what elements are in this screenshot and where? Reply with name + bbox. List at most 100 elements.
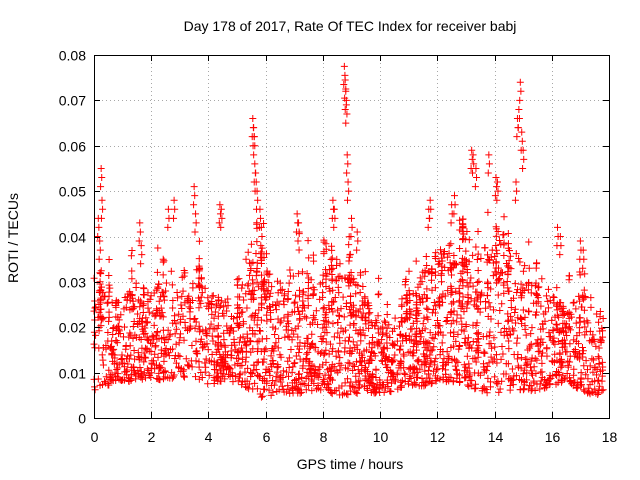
data-point: [519, 306, 527, 314]
data-point: [559, 308, 567, 316]
data-point: [507, 377, 515, 385]
data-point: [538, 359, 546, 367]
data-point: [484, 169, 492, 177]
data-point: [558, 378, 566, 386]
data-point: [594, 353, 602, 361]
data-point: [336, 366, 344, 374]
data-point: [483, 258, 491, 266]
data-point: [598, 372, 606, 380]
data-point: [422, 294, 430, 302]
data-point: [177, 315, 185, 323]
data-point: [267, 352, 275, 360]
data-point: [359, 282, 367, 290]
data-point: [154, 244, 162, 252]
data-point: [148, 360, 156, 368]
data-point: [533, 308, 541, 316]
data-point: [139, 327, 147, 335]
data-point: [294, 270, 302, 278]
data-point: [246, 337, 254, 345]
data-point: [422, 252, 430, 260]
data-point: [306, 320, 314, 328]
data-point: [432, 330, 440, 338]
data-point: [150, 321, 158, 329]
data-point: [220, 303, 228, 311]
data-point: [579, 246, 587, 254]
data-point: [105, 281, 113, 289]
data-point: [249, 115, 257, 123]
data-point: [533, 380, 541, 388]
data-point: [257, 316, 265, 324]
data-point: [584, 366, 592, 374]
data-point: [546, 371, 554, 379]
data-point: [576, 349, 584, 357]
data-point: [190, 183, 198, 191]
data-point: [319, 293, 327, 301]
data-point: [234, 293, 242, 301]
data-point: [169, 304, 177, 312]
data-point: [157, 363, 165, 371]
data-point: [301, 313, 309, 321]
data-point: [161, 339, 169, 347]
data-point: [139, 290, 147, 298]
data-point: [304, 284, 312, 292]
data-point: [588, 355, 596, 363]
data-point: [587, 303, 595, 311]
data-point: [298, 268, 306, 276]
data-point: [185, 325, 193, 333]
data-point: [553, 326, 561, 334]
data-point: [383, 311, 391, 319]
data-point: [337, 305, 345, 313]
data-point: [352, 358, 360, 366]
data-point: [431, 372, 439, 380]
data-point: [517, 294, 525, 302]
data-point: [193, 350, 201, 358]
data-point: [239, 308, 247, 316]
data-point: [438, 262, 446, 270]
data-point: [570, 348, 578, 356]
data-point: [586, 362, 594, 370]
data-point: [352, 378, 360, 386]
data-point: [247, 240, 255, 248]
data-point: [491, 343, 499, 351]
data-point: [435, 298, 443, 306]
data-point: [580, 286, 588, 294]
data-point: [513, 133, 521, 141]
data-point: [543, 352, 551, 360]
data-point: [459, 267, 467, 275]
data-point: [153, 307, 161, 315]
data-point: [320, 248, 328, 256]
data-point: [328, 271, 336, 279]
data-point: [489, 272, 497, 280]
data-point: [447, 320, 455, 328]
data-point: [336, 354, 344, 362]
data-point: [214, 312, 222, 320]
data-point: [266, 309, 274, 317]
data-point: [398, 382, 406, 390]
data-point: [329, 308, 337, 316]
data-point: [352, 372, 360, 380]
data-point: [196, 282, 204, 290]
data-point: [322, 272, 330, 280]
data-point: [473, 174, 481, 182]
data-point: [560, 328, 568, 336]
data-point: [180, 373, 188, 381]
data-point: [231, 361, 239, 369]
data-point: [340, 80, 348, 88]
data-point: [365, 381, 373, 389]
data-point: [257, 242, 265, 250]
data-point: [208, 351, 216, 359]
data-point: [460, 361, 468, 369]
data-point: [195, 280, 203, 288]
data-point: [472, 347, 480, 355]
data-point: [116, 330, 124, 337]
data-point: [290, 360, 298, 368]
data-point: [166, 346, 174, 354]
data-point: [147, 348, 155, 356]
data-point: [319, 324, 327, 332]
data-point: [97, 286, 105, 294]
data-point: [191, 228, 199, 236]
data-point: [95, 223, 103, 231]
data-point: [252, 309, 260, 317]
data-point: [569, 299, 577, 307]
data-point: [249, 258, 257, 266]
